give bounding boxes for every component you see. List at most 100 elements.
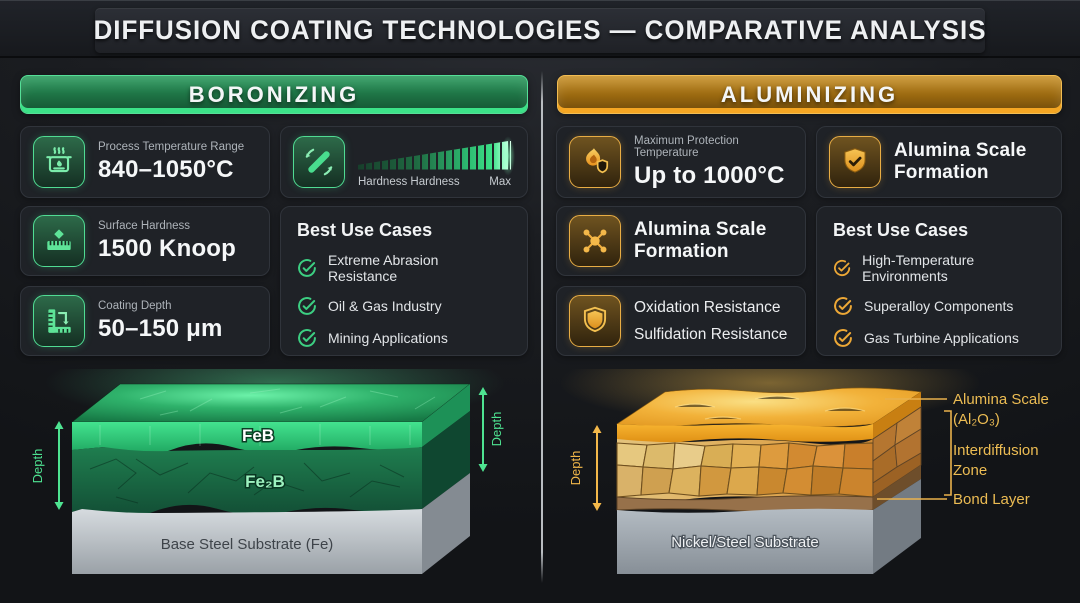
- depth-arrow-left: [54, 421, 64, 510]
- depth-label: Depth: [568, 451, 583, 486]
- side-face-substrate: [873, 479, 921, 574]
- depth-label-right: Depth: [489, 412, 504, 447]
- check-circle-icon: [297, 296, 317, 316]
- list-item: Extreme Abrasion Resistance: [297, 252, 511, 284]
- flame-shield-icon: [569, 136, 621, 188]
- resistance-text: Oxidation Resistance Sulfidation Resista…: [634, 294, 787, 348]
- side-zone-stones: [872, 406, 922, 498]
- hardness-meter-card: Hardness Hardness Max: [280, 126, 528, 198]
- alumina-scale-text: Alumina Scale Formation: [894, 140, 1049, 184]
- list-item: Oil & Gas Industry: [297, 296, 511, 316]
- check-circle-icon: [297, 258, 317, 278]
- check-circle-icon: [833, 328, 853, 348]
- alumina-scale-value: Alumina Scale Formation: [894, 140, 1027, 183]
- max-temperature-text: Maximum Protection Temperature Up to 100…: [634, 135, 793, 190]
- center-divider: [541, 71, 543, 583]
- hardness-meter-label: Hardness Hardness: [358, 175, 460, 188]
- list-item: High-Temperature Environments: [833, 252, 1045, 284]
- check-circle-icon: [297, 328, 317, 348]
- header-band: DIFFUSION COATING TECHNOLOGIES — COMPARA…: [0, 1, 1080, 58]
- fe2b-grain-texture: [89, 458, 405, 504]
- fe2b-label: Fe₂B: [245, 472, 285, 491]
- hardness-wedge-glow: [501, 135, 515, 176]
- boronizing-title: BORONIZING: [188, 81, 360, 107]
- surface-hardness-card: Surface Hardness 1500 Knoop: [20, 206, 270, 276]
- feb-texture: [99, 424, 411, 446]
- title-panel: DIFFUSION COATING TECHNOLOGIES — COMPARA…: [93, 8, 987, 53]
- side-face-substrate: [422, 473, 470, 574]
- use-case-label: High-Temperature Environments: [862, 252, 975, 284]
- alumina-formation-value: Alumina Scale Formation: [634, 219, 767, 262]
- oxidation-resistance-label: Oxidation Resistance: [634, 298, 781, 316]
- layer-alumina-scale: [617, 424, 873, 445]
- callout-lines: [877, 398, 952, 500]
- aluminizing-use-cases-title: Best Use Cases: [833, 220, 969, 240]
- surface-hardness-text: Surface Hardness 1500 Knoop: [98, 220, 236, 263]
- coating-depth-card: Coating Depth 50–150 μm: [20, 286, 270, 356]
- hardness-wedge-bar: [358, 135, 515, 176]
- process-temperature-card: Process Temperature Range 840–1050°C: [20, 126, 270, 198]
- wear-resistance-icon: [293, 136, 345, 188]
- depth-arrow: [592, 425, 602, 511]
- alumina-scale-callout-2: (Al₂O₃): [953, 411, 1000, 428]
- block-top-face: [616, 387, 922, 428]
- boronizing-banner: BORONIZING: [20, 75, 528, 114]
- process-temperature-text: Process Temperature Range 840–1050°C: [98, 141, 244, 184]
- coating-depth-value: 50–150 μm: [98, 314, 223, 342]
- layer-substrate: [617, 508, 873, 574]
- substrate-label: Nickel/Steel Substrate: [671, 534, 819, 551]
- side-face-feb: [422, 384, 470, 447]
- page-title: DIFFUSION COATING TECHNOLOGIES — COMPARA…: [93, 15, 987, 45]
- interdiffusion-callout-1: Interdiffusion: [953, 442, 1039, 459]
- substrate-label: Base Steel Substrate (Fe): [161, 536, 334, 553]
- aluminizing-title: ALUMINIZING: [720, 81, 899, 107]
- alumina-formation-text: Alumina Scale Formation: [634, 219, 793, 263]
- aluminizing-use-cases-card: Best Use Cases High-Temperature Environm…: [816, 206, 1062, 356]
- use-case-label: Gas Turbine Applications: [864, 330, 1019, 346]
- max-temperature-card: Maximum Protection Temperature Up to 100…: [556, 126, 806, 198]
- coating-depth-label: Coating Depth: [98, 299, 172, 312]
- list-item: Mining Applications: [297, 328, 511, 348]
- check-circle-icon: [833, 296, 853, 316]
- depth-ruler-icon: [33, 295, 85, 347]
- boronizing-layer-diagram: FeB Fe₂B Base Steel Substrate (Fe) Depth…: [30, 369, 505, 574]
- ruler-diamond-icon: [33, 215, 85, 267]
- alumina-scale-callout-1: Alumina Scale: [953, 391, 1049, 408]
- hardness-meter: Hardness Hardness Max: [358, 135, 515, 188]
- shield-check-icon: [829, 136, 881, 188]
- max-temperature-value: Up to 1000°C: [634, 161, 785, 189]
- layer-feb: [72, 422, 422, 457]
- surface-hardness-value: 1500 Knoop: [98, 234, 237, 262]
- process-temperature-value: 840–1050°C: [98, 155, 234, 183]
- top-face-texture: [139, 388, 436, 416]
- sulfidation-resistance-label: Sulfidation Resistance: [634, 326, 788, 343]
- resistance-card: Oxidation Resistance Sulfidation Resista…: [556, 286, 806, 356]
- top-face-texture: [674, 395, 866, 420]
- layer-fe2b: [72, 447, 422, 520]
- max-temperature-label: Maximum Protection Temperature: [634, 134, 739, 159]
- boronizing-use-cases-card: Best Use Cases Extreme Abrasion Resistan…: [280, 206, 528, 356]
- aluminizing-banner: ALUMINIZING: [557, 75, 1062, 114]
- interdiffusion-stones: [616, 442, 874, 498]
- coating-depth-text: Coating Depth 50–150 μm: [98, 300, 223, 343]
- shield-icon: [569, 295, 621, 347]
- side-face-fe2b: [422, 411, 470, 509]
- use-case-label: Oil & Gas Industry: [328, 298, 442, 314]
- use-case-label: Mining Applications: [328, 330, 448, 346]
- list-item: Gas Turbine Applications: [833, 328, 1045, 348]
- feb-label: FeB: [242, 426, 274, 445]
- bond-layer-callout: Bond Layer: [953, 491, 1030, 508]
- aluminizing-layer-diagram: Nickel/Steel Substrate Depth Alumina Sca…: [560, 369, 1049, 574]
- boronizing-use-cases-title: Best Use Cases: [297, 220, 433, 240]
- depth-label-left: Depth: [30, 449, 45, 484]
- check-circle-icon: [833, 258, 851, 278]
- layer-substrate: [72, 509, 422, 574]
- list-item: Superalloy Components: [833, 296, 1045, 316]
- surface-hardness-label: Surface Hardness: [98, 219, 191, 232]
- hardness-meter-labels: Hardness Hardness Max: [358, 176, 511, 188]
- depth-arrow-right: [478, 387, 488, 472]
- use-case-label: Superalloy Components: [864, 298, 1014, 314]
- alumina-scale-card: Alumina Scale Formation: [816, 126, 1062, 198]
- interdiffusion-callout-2: Zone: [953, 462, 987, 479]
